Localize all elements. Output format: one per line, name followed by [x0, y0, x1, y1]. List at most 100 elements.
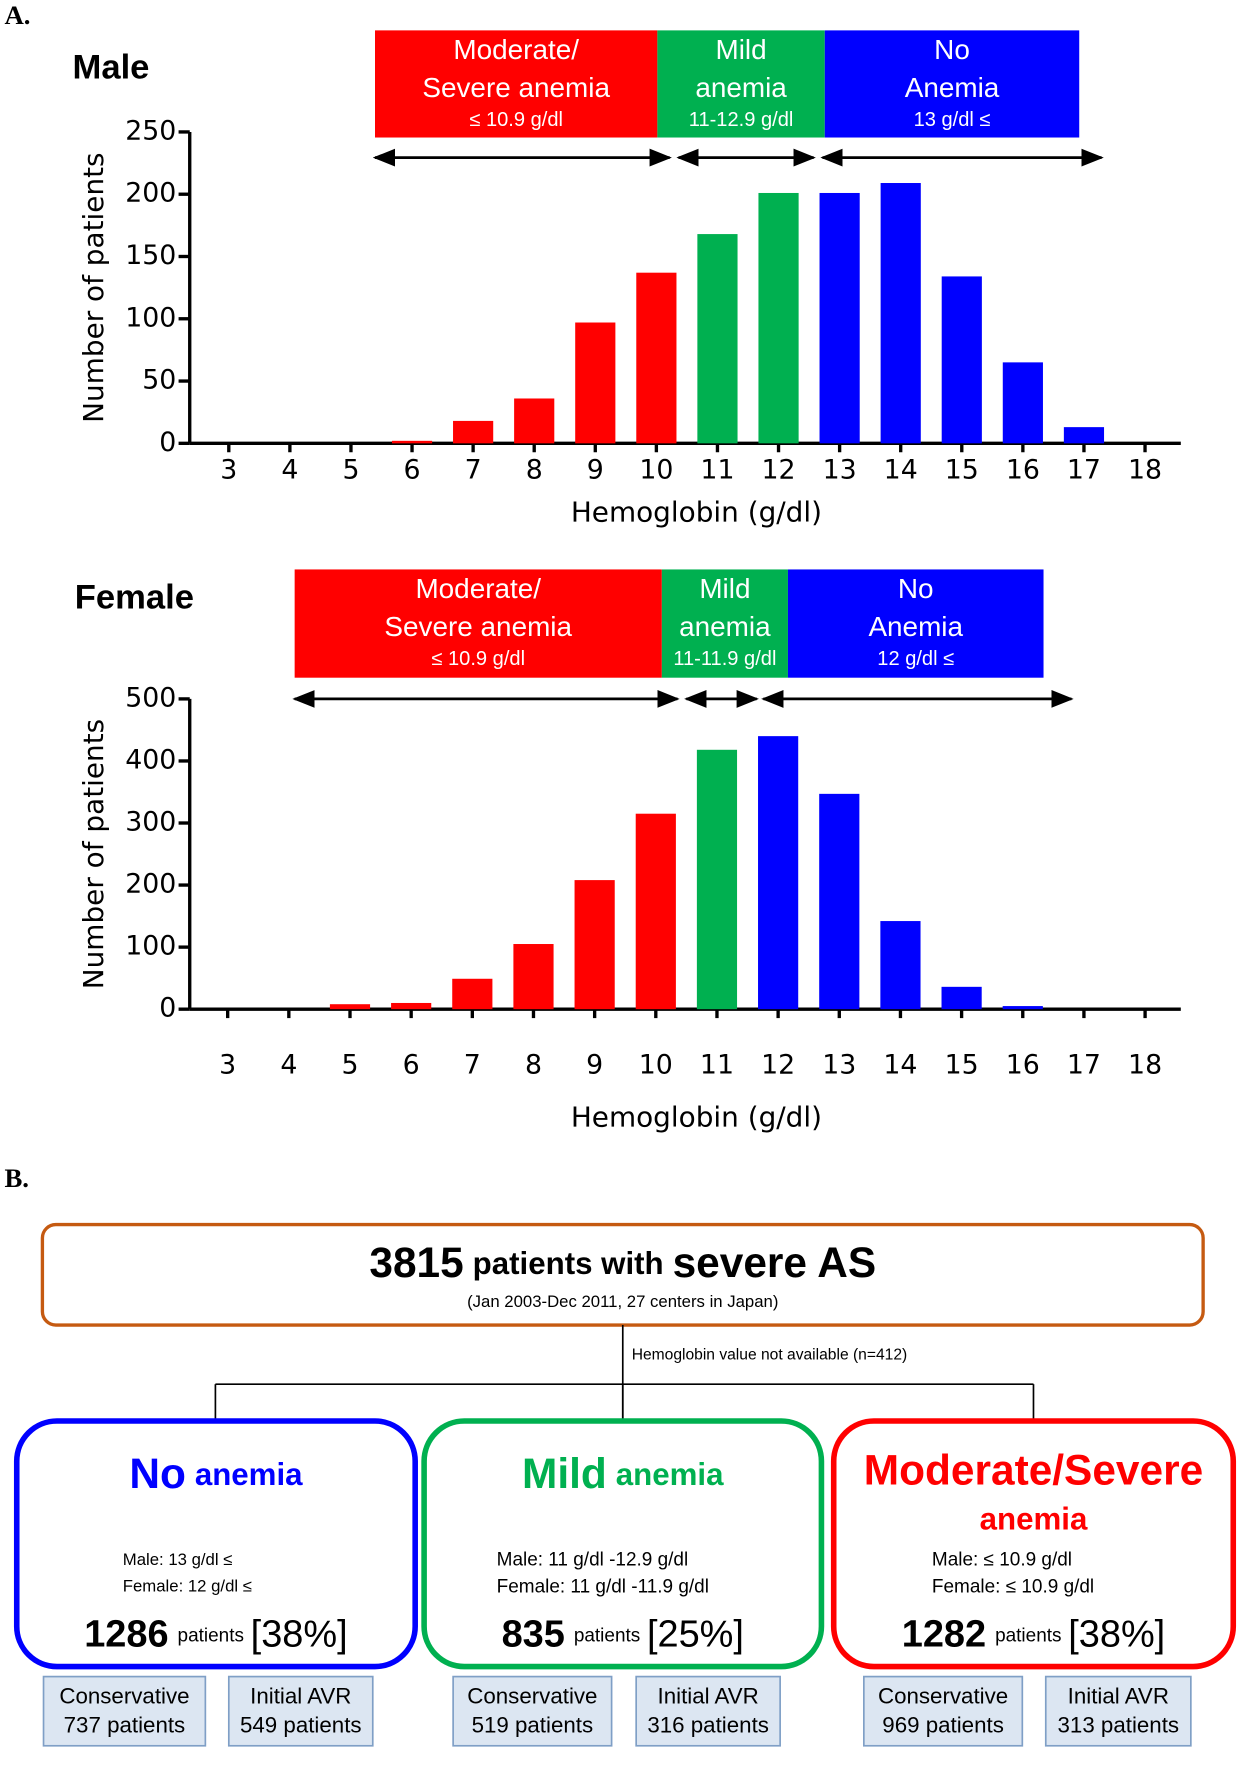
band-label: 12 g/dl ≤ [877, 648, 954, 670]
count-number: 1286 [84, 1613, 168, 1655]
band-label: Anemia [868, 611, 963, 642]
y-tick-label: 0 [159, 993, 176, 1024]
count-percent: [38%] [1068, 1613, 1165, 1655]
x-tick-label: 3 [220, 455, 237, 486]
panel-label: A. [4, 0, 30, 30]
bar [758, 192, 799, 444]
bar [329, 1004, 371, 1010]
x-tick-label: 12 [761, 1050, 795, 1081]
arm-name: Initial AVR [658, 1684, 759, 1709]
x-tick-label: 17 [1067, 1050, 1101, 1081]
group-count: 1282 patients [38%] [902, 1613, 1165, 1655]
band-box [661, 569, 788, 678]
count-number: 835 [502, 1613, 565, 1655]
total-subtitle: (Jan 2003-Dec 2011, 27 centers in Japan) [467, 1292, 778, 1311]
band-box [824, 30, 1080, 138]
x-tick-label: 16 [1006, 1050, 1040, 1081]
bar [880, 921, 921, 1010]
bar [758, 736, 799, 1010]
arm-count: 969 patients [882, 1713, 1004, 1738]
group-count: 835 patients [25%] [502, 1613, 744, 1655]
group-name: No [129, 1450, 186, 1497]
group-criteria: Female: 11 g/dl -11.9 g/dl [497, 1576, 709, 1597]
bar [452, 978, 493, 1010]
group-criteria: Male: 11 g/dl -12.9 g/dl [497, 1550, 689, 1571]
arm-count: 519 patients [472, 1713, 594, 1738]
band-label: anemia [695, 72, 787, 103]
arm-box [863, 1675, 1024, 1747]
x-axis-label: Hemoglobin (g/dl) [571, 496, 822, 529]
total-title: 3815 patients with severe AS [369, 1239, 876, 1286]
band-label: Anemia [905, 72, 1000, 103]
arm-box [635, 1675, 781, 1747]
x-tick-label: 12 [762, 455, 796, 486]
arm-name: Conservative [878, 1684, 1008, 1709]
x-tick-label: 9 [587, 455, 604, 486]
band-label: Moderate/ [453, 34, 579, 65]
x-tick-label: 8 [525, 1050, 542, 1081]
group-title: No anemia [129, 1450, 303, 1497]
x-tick-label: 11 [700, 455, 734, 486]
bar [513, 944, 554, 1010]
group-criteria: Female: ≤ 10.9 g/dl [932, 1576, 1094, 1597]
band-box [375, 30, 658, 138]
y-tick-label: 300 [125, 807, 176, 838]
chart-title: Male [73, 49, 150, 87]
bar [574, 880, 615, 1010]
arm-name: Conservative [59, 1684, 189, 1709]
band-label: 11-12.9 g/dl [689, 109, 794, 131]
arm-name: Conservative [467, 1684, 597, 1709]
count-percent: [25%] [647, 1613, 744, 1655]
bar [636, 272, 677, 444]
group-name: Moderate/Severe [864, 1447, 1203, 1494]
bar [819, 192, 860, 444]
band-label: ≤ 10.9 g/dl [469, 109, 563, 131]
bar [453, 420, 494, 444]
arm-count: 313 patients [1058, 1713, 1180, 1738]
total-end: severe AS [673, 1239, 877, 1286]
x-tick-label: 18 [1128, 455, 1162, 486]
x-tick-label: 5 [342, 455, 359, 486]
x-tick-label: 14 [883, 1050, 917, 1081]
bar [1002, 362, 1043, 444]
count-percent: [38%] [251, 1613, 348, 1655]
x-tick-label: 16 [1006, 455, 1040, 486]
arm-box [227, 1675, 374, 1747]
arm-name: Initial AVR [250, 1684, 351, 1709]
y-tick-label: 200 [125, 178, 176, 209]
y-tick-label: 0 [159, 427, 176, 458]
band-label: Severe anemia [384, 611, 572, 642]
band-label: No [934, 34, 970, 65]
bar [1063, 427, 1105, 444]
band-label: Severe anemia [422, 72, 610, 103]
x-tick-label: 18 [1128, 1050, 1162, 1081]
band-label: anemia [679, 611, 771, 642]
bar [1002, 1006, 1043, 1010]
bar [635, 813, 676, 1010]
x-tick-label: 10 [639, 1050, 673, 1081]
excluded-note: Hemoglobin value not available (n=412) [632, 1346, 908, 1363]
y-tick-label: 100 [125, 302, 176, 333]
x-axis-label: Hemoglobin (g/dl) [571, 1101, 822, 1134]
x-tick-label: 17 [1067, 455, 1101, 486]
band-label: 13 g/dl ≤ [914, 109, 991, 131]
x-tick-label: 15 [945, 455, 979, 486]
x-tick-label: 6 [403, 1050, 420, 1081]
y-tick-label: 200 [125, 869, 176, 900]
x-tick-label: 4 [281, 455, 298, 486]
x-tick-label: 9 [586, 1050, 603, 1081]
group-criteria: Male: 13 g/dl ≤ [123, 1550, 233, 1569]
group-criteria: Female: 12 g/dl ≤ [123, 1577, 252, 1596]
bar [941, 986, 982, 1010]
x-tick-label: 3 [219, 1050, 236, 1081]
group-criteria: Male: ≤ 10.9 g/dl [932, 1550, 1072, 1571]
band-box [787, 569, 1044, 678]
arm-count: 316 patients [647, 1713, 769, 1738]
x-tick-label: 4 [280, 1050, 297, 1081]
band-label: 11-11.9 g/dl [673, 648, 776, 670]
band-label: Mild [716, 34, 767, 65]
bar [514, 398, 555, 444]
total-count: 3815 [369, 1239, 463, 1286]
x-tick-label: 13 [822, 1050, 856, 1081]
x-tick-label: 7 [464, 1050, 481, 1081]
